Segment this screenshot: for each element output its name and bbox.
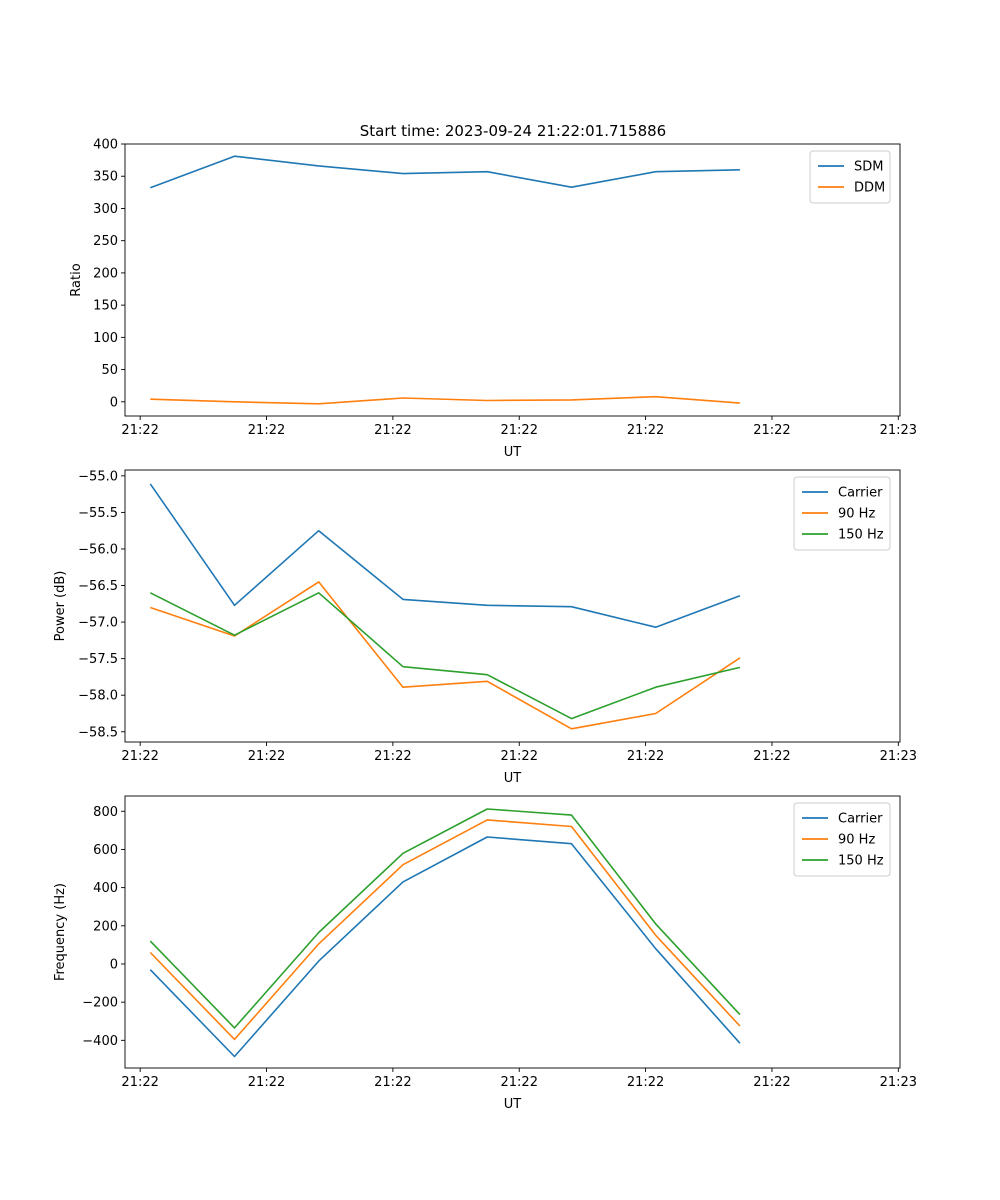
x-axis-label: UT	[504, 771, 522, 786]
x-tick-label: 21:23	[880, 749, 917, 764]
y-axis-label: Frequency (Hz)	[53, 883, 68, 981]
y-tick-label: 250	[93, 234, 118, 249]
y-tick-label: 400	[93, 138, 118, 153]
plot-frame	[124, 143, 901, 417]
series-line-150-hz	[149, 808, 741, 1029]
y-tick-label: 0	[110, 957, 118, 972]
x-tick-label: 21:22	[248, 423, 285, 438]
plot-frame	[124, 469, 901, 743]
x-tick-label: 21:22	[374, 423, 411, 438]
y-axis-label: Ratio	[69, 263, 84, 296]
y-tick-label: 350	[93, 170, 118, 185]
y-tick-label: 50	[101, 363, 118, 378]
x-tick-label: 21:22	[753, 1075, 790, 1090]
x-tick-label: 21:22	[121, 423, 158, 438]
series-line-carrier	[149, 483, 741, 629]
legend-box	[809, 150, 891, 204]
y-tick-label: −56.0	[78, 542, 118, 557]
series-line-sdm	[150, 155, 740, 189]
y-tick-label: −58.5	[78, 725, 118, 740]
x-tick-label: 21:22	[501, 749, 538, 764]
x-tick-label: 21:22	[627, 1075, 664, 1090]
series-line-ddm	[150, 395, 740, 405]
y-tick-label: 150	[93, 299, 118, 314]
series-line-carrier	[149, 836, 741, 1058]
x-tick-label: 21:22	[627, 749, 664, 764]
y-tick-label: −57.0	[78, 616, 118, 631]
legend-box	[793, 476, 891, 551]
x-tick-label: 21:22	[121, 749, 158, 764]
y-tick-label: 300	[93, 202, 118, 217]
y-tick-label: 400	[93, 881, 118, 896]
y-tick-label: 100	[93, 331, 118, 346]
y-tick-label: −58.0	[78, 689, 118, 704]
x-tick-label: 21:22	[248, 1075, 285, 1090]
plot-frame	[124, 795, 901, 1069]
x-tick-label: 21:22	[374, 749, 411, 764]
legend-label: Carrier	[838, 486, 883, 501]
x-tick-label: 21:23	[880, 423, 917, 438]
x-tick-label: 21:22	[374, 1075, 411, 1090]
y-tick-label: 800	[93, 805, 118, 820]
y-tick-label: 200	[93, 266, 118, 281]
y-tick-label: 0	[110, 395, 118, 410]
legend-label: SDM	[854, 160, 883, 175]
y-tick-label: −57.5	[78, 652, 118, 667]
x-tick-label: 21:22	[753, 749, 790, 764]
y-tick-label: 200	[93, 919, 118, 934]
legend-label: 90 Hz	[838, 833, 875, 848]
x-tick-label: 21:22	[501, 1075, 538, 1090]
legend-label: 150 Hz	[838, 854, 884, 869]
legend-label: 150 Hz	[838, 528, 884, 543]
series-line-90-hz	[149, 819, 741, 1041]
legend: SDM DDM	[809, 150, 891, 204]
chart-panel-3: 21:22 21:22 21:22 21:22 21:22 21:22 21:23 −400 −…	[53, 795, 917, 1112]
y-tick-label: −200	[82, 996, 118, 1011]
y-tick-label: 600	[93, 843, 118, 858]
series-line-150-hz	[149, 591, 741, 720]
y-tick-label: −400	[82, 1034, 118, 1049]
x-tick-label: 21:22	[501, 423, 538, 438]
y-tick-label: −56.5	[78, 579, 118, 594]
x-axis-label: UT	[504, 445, 522, 460]
legend-label: Carrier	[838, 812, 883, 827]
x-tick-label: 21:22	[753, 423, 790, 438]
x-tick-label: 21:22	[121, 1075, 158, 1090]
y-tick-label: −55.0	[78, 469, 118, 484]
legend-label: 90 Hz	[838, 507, 875, 522]
legend-box	[793, 802, 891, 877]
chart-panel-2: 21:22 21:22 21:22 21:22 21:22 21:22 21:23 −55.0…	[53, 469, 917, 786]
y-tick-label: −55.5	[78, 506, 118, 521]
x-tick-label: 21:22	[627, 423, 664, 438]
x-tick-label: 21:23	[880, 1075, 917, 1090]
legend: Carrier 90 Hz 150 Hz	[793, 802, 891, 877]
x-tick-label: 21:22	[248, 749, 285, 764]
figure-title: Start time: 2023-09-24 21:22:01.715886	[360, 122, 666, 140]
x-axis-label: UT	[504, 1097, 522, 1112]
legend: Carrier 90 Hz 150 Hz	[793, 476, 891, 551]
y-axis-label: Power (dB)	[53, 571, 68, 642]
series-line-90-hz	[150, 581, 741, 730]
chart-panel-1: 21:22 21:22 21:22 21:22 21:22 21:22 21:23 0 50 10…	[69, 138, 917, 461]
legend-label: DDM	[854, 181, 885, 196]
